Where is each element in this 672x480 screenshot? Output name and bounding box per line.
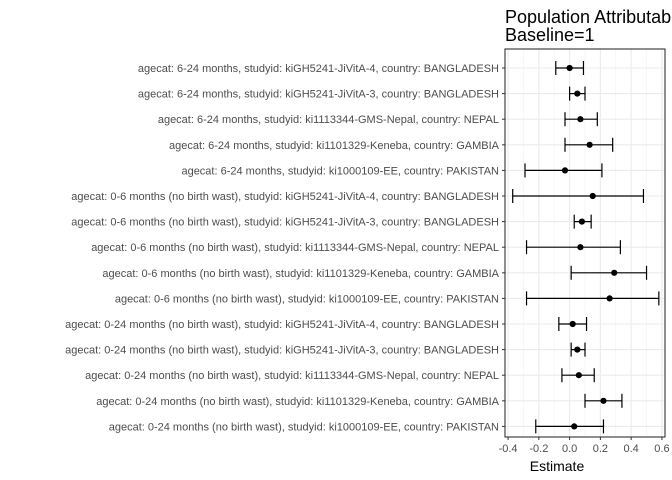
- point-estimate: [571, 423, 578, 430]
- y-tick-label: agecat: 0-6 months (no birth wast), stud…: [71, 217, 499, 229]
- y-tick-label: agecat: 0-24 months (no birth wast), stu…: [65, 319, 499, 331]
- point-estimate: [577, 244, 584, 251]
- y-tick-label: agecat: 6-24 months, studyid: ki1101329-…: [169, 140, 500, 152]
- point-estimate: [600, 397, 607, 404]
- plot-panel: agecat: 6-24 months, studyid: kiGH5241-J…: [65, 48, 670, 455]
- point-estimate: [606, 295, 613, 302]
- y-tick-label: agecat: 6-24 months, studyid: ki1113344-…: [158, 114, 499, 126]
- point-estimate: [561, 167, 569, 174]
- y-tick-label: agecat: 0-6 months (no birth wast), stud…: [102, 268, 499, 280]
- y-tick-label: agecat: 6-24 months, studyid: ki1000109-…: [181, 165, 499, 177]
- point-estimate: [574, 90, 581, 97]
- point-estimate: [586, 141, 593, 148]
- point-estimate: [577, 116, 584, 123]
- point-estimate: [566, 64, 573, 72]
- y-tick-label: agecat: 0-24 months (no birth wast), stu…: [109, 421, 499, 433]
- point-estimate: [589, 192, 596, 200]
- y-tick-label: agecat: 0-6 months (no birth wast), stud…: [71, 191, 499, 203]
- x-tick-label: 0.0: [562, 443, 577, 455]
- x-axis-label: Estimate: [530, 458, 585, 474]
- y-tick-label: agecat: 0-24 months (no birth wast), stu…: [65, 345, 499, 357]
- point-estimate: [578, 218, 586, 225]
- x-tick-label: 0.2: [593, 443, 608, 455]
- point-estimate: [569, 320, 576, 328]
- chart-title-line-2: Baseline=1: [505, 25, 595, 45]
- y-tick-label: agecat: 0-24 months (no birth wast), stu…: [85, 370, 499, 382]
- y-tick-label: agecat: 6-24 months, studyid: kiGH5241-J…: [138, 89, 499, 101]
- x-tick-label: -0.4: [499, 443, 518, 455]
- point-estimate: [611, 269, 618, 276]
- chart-title-line-1: Population Attributable: [505, 7, 672, 27]
- y-tick-label: agecat: 6-24 months, studyid: kiGH5241-J…: [138, 63, 499, 75]
- point-estimate: [575, 372, 582, 379]
- x-tick-label: 0.6: [654, 443, 669, 455]
- plot-border: [504, 48, 666, 438]
- y-tick-label: agecat: 0-6 months (no birth wast), stud…: [115, 293, 499, 305]
- x-tick-label: -0.2: [529, 443, 548, 455]
- y-tick-label: agecat: 0-24 months (no birth wast), stu…: [96, 396, 499, 408]
- y-tick-label: agecat: 0-6 months (no birth wast), stud…: [91, 242, 499, 254]
- point-estimate: [574, 346, 581, 353]
- x-tick-label: 0.4: [624, 443, 639, 455]
